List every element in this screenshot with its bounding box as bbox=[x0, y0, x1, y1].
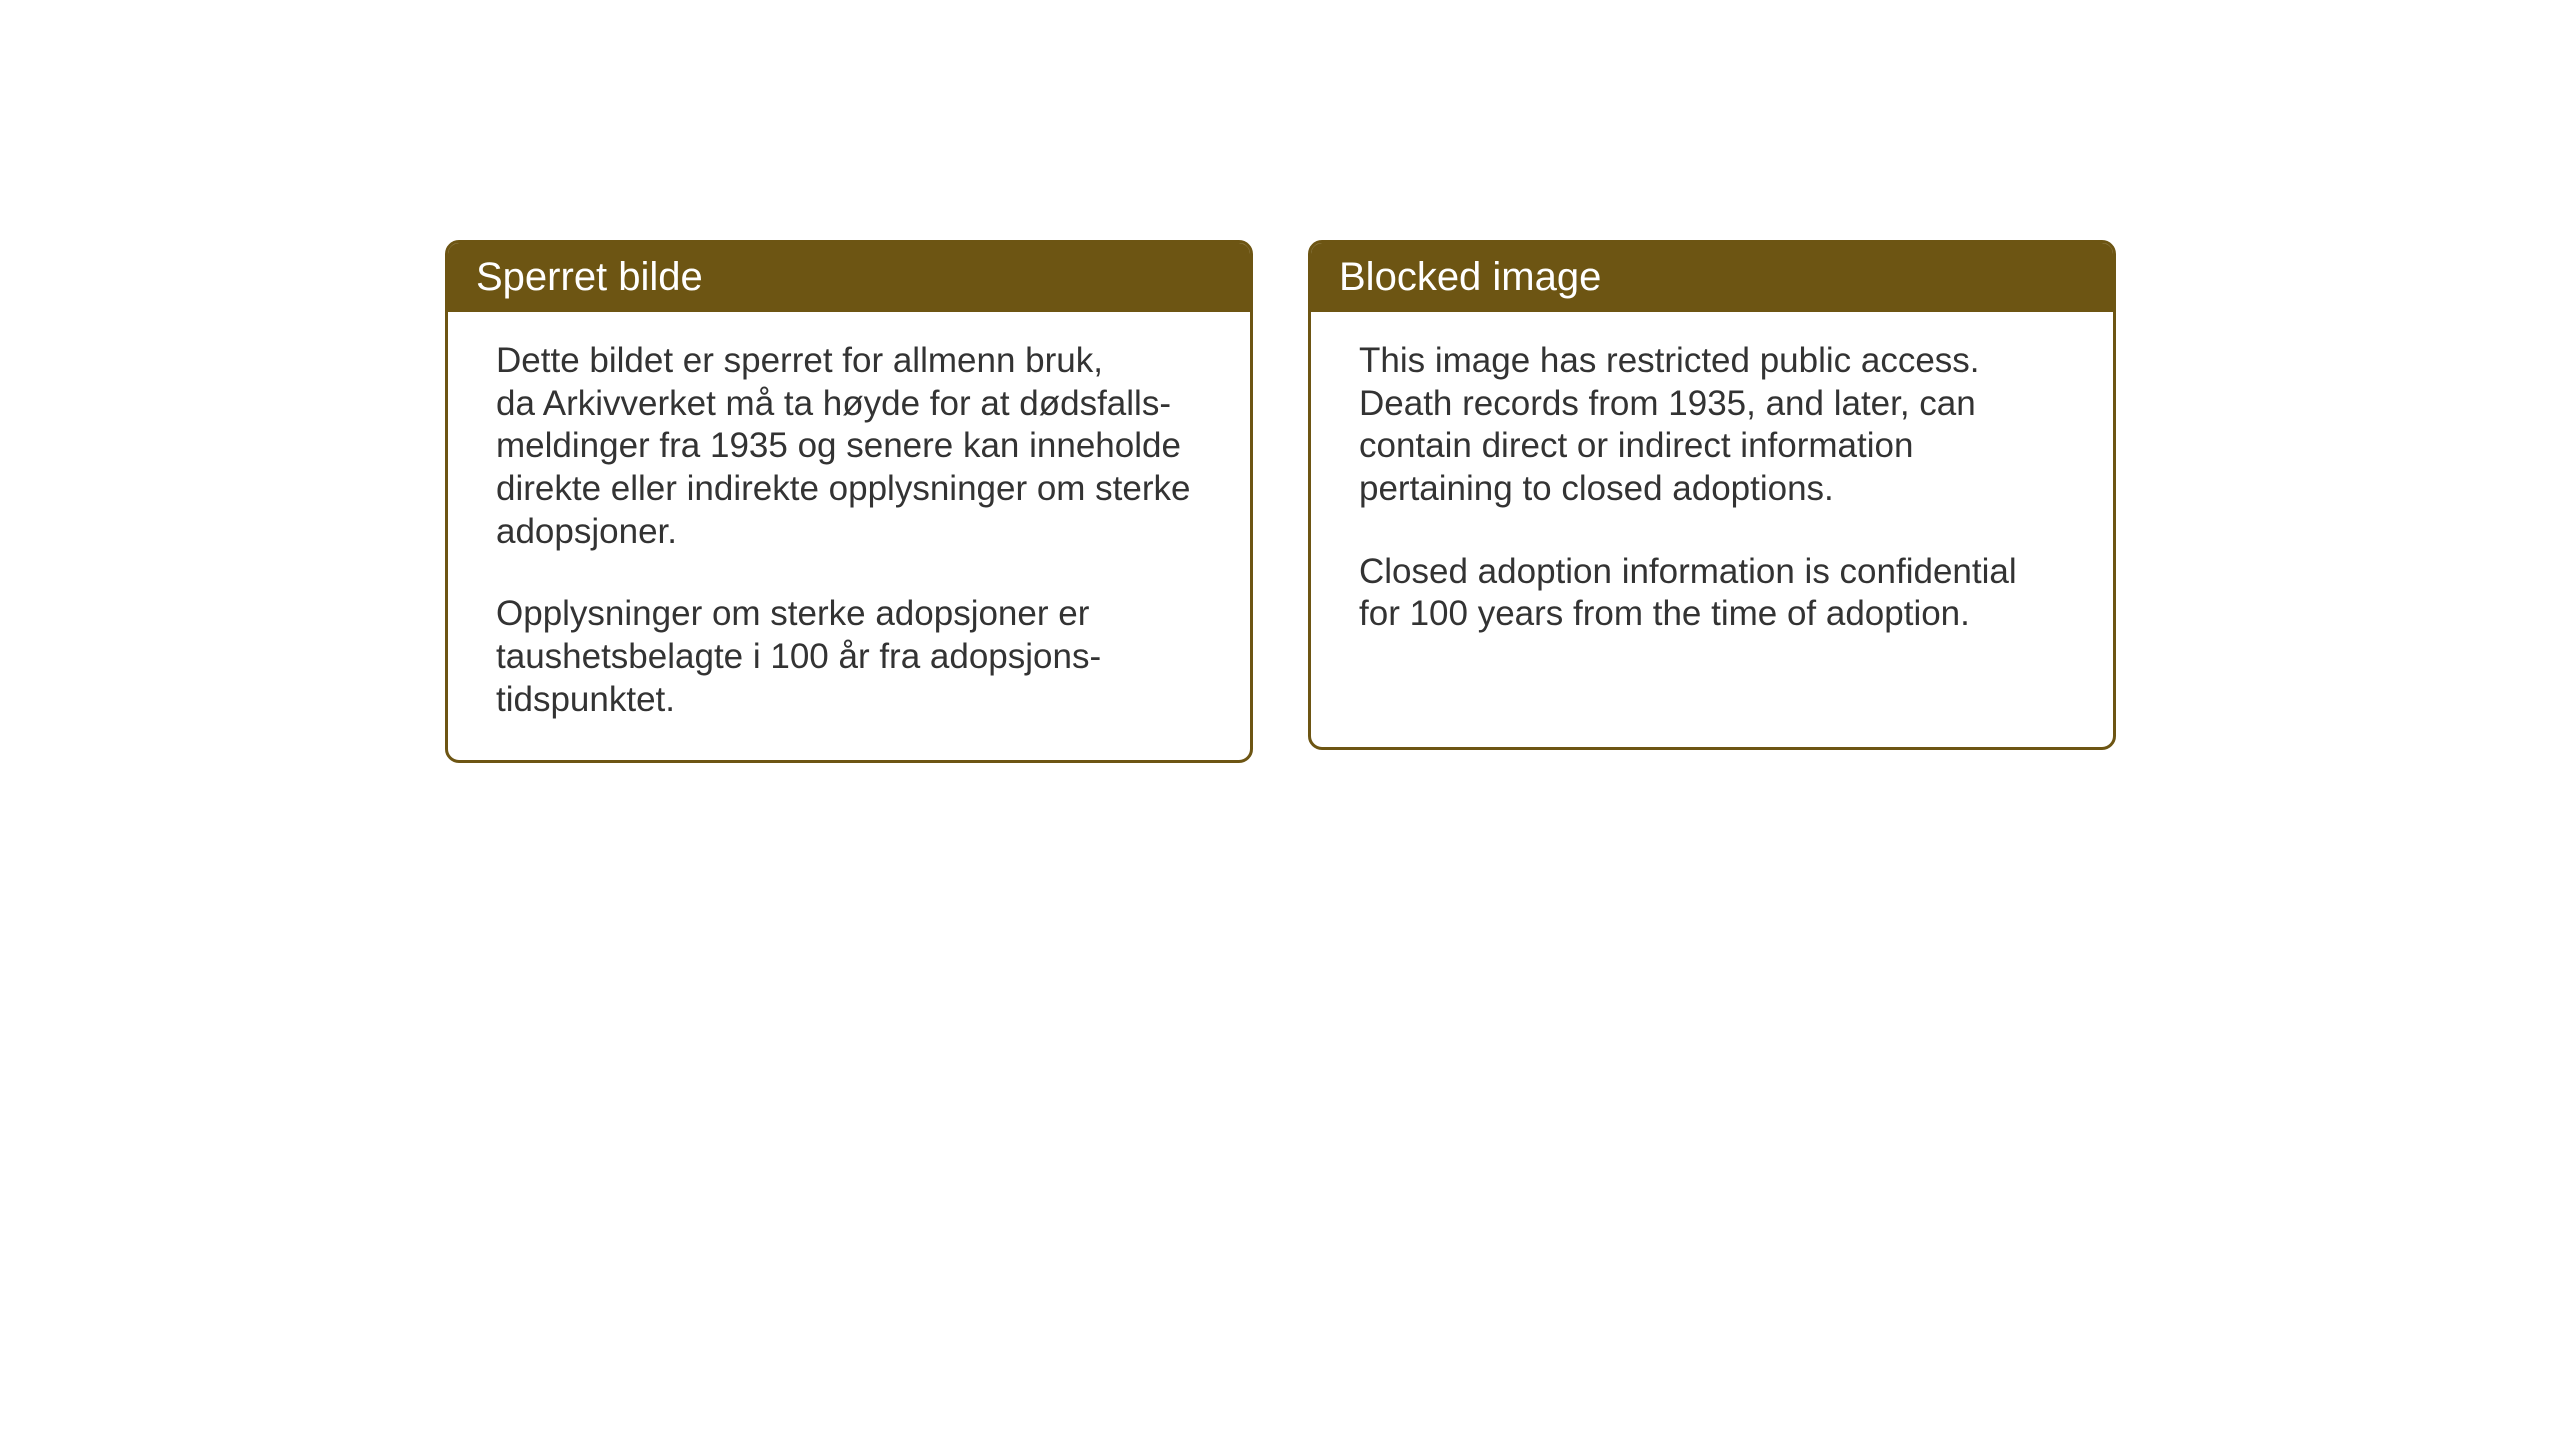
text-line: contain direct or indirect information bbox=[1359, 426, 1913, 465]
notice-container: Sperret bilde Dette bildet er sperret fo… bbox=[445, 240, 2116, 763]
text-line: pertaining to closed adoptions. bbox=[1359, 469, 1834, 508]
text-line: Opplysninger om sterke adopsjoner er bbox=[496, 594, 1089, 633]
paragraph-2: Opplysninger om sterke adopsjoner er tau… bbox=[496, 593, 1202, 721]
text-line: for 100 years from the time of adoption. bbox=[1359, 594, 1970, 633]
card-title: Sperret bilde bbox=[476, 255, 703, 299]
text-line: direkte eller indirekte opplysninger om … bbox=[496, 469, 1191, 508]
text-line: taushetsbelagte i 100 år fra adopsjons- bbox=[496, 637, 1101, 676]
paragraph-2: Closed adoption information is confident… bbox=[1359, 551, 2065, 636]
text-line: This image has restricted public access. bbox=[1359, 341, 1980, 380]
text-line: Closed adoption information is confident… bbox=[1359, 552, 2017, 591]
text-line: meldinger fra 1935 og senere kan innehol… bbox=[496, 426, 1181, 465]
paragraph-1: Dette bildet er sperret for allmenn bruk… bbox=[496, 340, 1202, 553]
card-body-norwegian: Dette bildet er sperret for allmenn bruk… bbox=[448, 312, 1250, 760]
text-line: da Arkivverket må ta høyde for at dødsfa… bbox=[496, 384, 1171, 423]
text-line: tidspunktet. bbox=[496, 680, 675, 719]
text-line: Death records from 1935, and later, can bbox=[1359, 384, 1976, 423]
notice-card-english: Blocked image This image has restricted … bbox=[1308, 240, 2116, 750]
notice-card-norwegian: Sperret bilde Dette bildet er sperret fo… bbox=[445, 240, 1253, 763]
card-header-norwegian: Sperret bilde bbox=[448, 243, 1250, 312]
card-body-english: This image has restricted public access.… bbox=[1311, 312, 2113, 674]
paragraph-1: This image has restricted public access.… bbox=[1359, 340, 2065, 511]
text-line: Dette bildet er sperret for allmenn bruk… bbox=[496, 341, 1103, 380]
card-header-english: Blocked image bbox=[1311, 243, 2113, 312]
text-line: adopsjoner. bbox=[496, 512, 677, 551]
card-title: Blocked image bbox=[1339, 255, 1601, 299]
